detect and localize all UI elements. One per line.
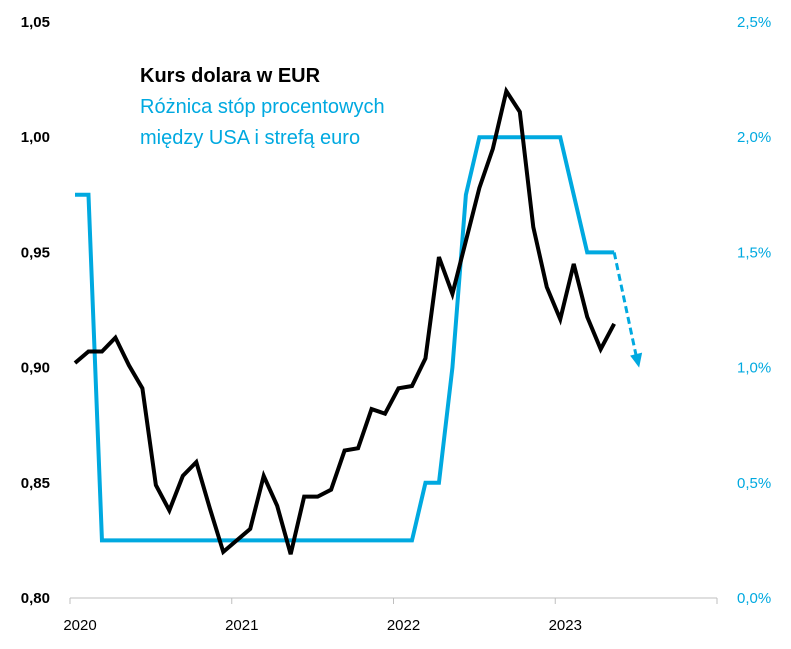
legend-usd-eur: Kurs dolara w EUR — [140, 65, 321, 87]
x-tick-label: 2020 — [63, 617, 96, 634]
usd-eur-line — [73, 86, 616, 556]
left-tick-label: 0,90 — [21, 360, 50, 377]
right-tick-label: 1,5% — [737, 244, 771, 261]
x-axis: 2020 2021 2022 2023 — [63, 597, 718, 634]
left-tick-label: 0,95 — [21, 244, 50, 261]
right-tick-label: 0,5% — [737, 475, 771, 492]
left-tick-label: 0,85 — [21, 475, 50, 492]
series-lines — [73, 86, 643, 556]
right-axis-labels: 0,0% 0,5% 1,0% 1,5% 2,0% 2,5% — [737, 14, 771, 607]
right-tick-label: 2,0% — [737, 129, 771, 146]
projection-arrowhead — [630, 352, 643, 368]
x-tick-label: 2022 — [387, 617, 420, 634]
legend-rate-diff-line2: między USA i strefą euro — [140, 127, 360, 149]
right-tick-label: 2,5% — [737, 14, 771, 31]
right-tick-label: 0,0% — [737, 590, 771, 607]
x-tick-label: 2021 — [225, 617, 258, 634]
left-tick-label: 1,05 — [21, 14, 50, 31]
right-tick-label: 1,0% — [737, 360, 771, 377]
x-tick-label: 2023 — [549, 617, 582, 634]
left-axis-labels: 0,80 0,85 0,90 0,95 1,00 1,05 — [21, 14, 50, 607]
projection-dashed-line — [612, 252, 638, 356]
left-tick-label: 1,00 — [21, 129, 50, 146]
left-tick-label: 0,80 — [21, 590, 50, 607]
legend-rate-diff-line1: Różnica stóp procentowych — [140, 96, 385, 118]
